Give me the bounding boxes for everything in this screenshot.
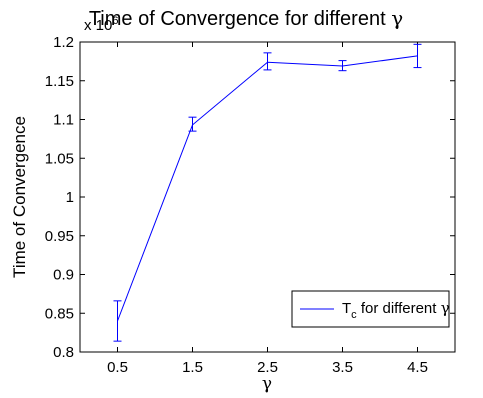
x-tick-label: 2.5 [257,359,278,376]
y-tick-label: 0.85 [45,305,74,322]
x-axis-label: γ [262,374,272,394]
y-tick-label: 0.9 [53,267,74,284]
y-axis-ticks: 0.8 0.85 0.9 0.95 1 1.05 1.1 1.15 1.2 [45,34,455,361]
x-tick-label: 1.5 [182,359,203,376]
legend-entry-rest: for different [357,300,441,317]
series-line [117,55,418,322]
legend-entry-sub: c [351,309,357,321]
legend-entry-symbol: γ [441,299,450,317]
y-tick-label: 1 [66,189,74,206]
y-tick-label: 1.1 [53,112,74,129]
chart-title: Time of Convergence for different γ [89,6,403,30]
y-tick-label: 0.8 [53,344,74,361]
y-axis-label: Time of Convergence [10,116,29,278]
y-tick-label: 0.95 [45,228,74,245]
legend-entry-main: T [342,300,351,317]
series-layer [113,43,422,342]
x-tick-label: 4.5 [407,359,428,376]
chart-title-symbol: γ [391,6,403,30]
error-bar [113,300,122,342]
x-tick-label: 0.5 [107,359,128,376]
x-tick-label: 3.5 [332,359,353,376]
y-exponent-power: 6 [112,15,118,27]
y-tick-label: 1.15 [45,73,74,90]
error-bar [338,60,347,72]
chart-title-text: Time of Convergence for different [89,8,391,30]
error-bar [413,43,422,69]
legend: Tc for different γ [291,290,450,328]
error-bar [188,116,197,132]
error-bar [263,52,272,71]
x-axis-ticks: 0.5 1.5 2.5 3.5 4.5 [107,42,428,376]
y-tick-label: 1.2 [53,34,74,51]
y-exponent-base: x 10 [84,17,112,34]
legend-entry: Tc for different γ [342,299,450,321]
y-exponent-label: x 106 [84,15,118,34]
y-tick-label: 1.05 [45,150,74,167]
